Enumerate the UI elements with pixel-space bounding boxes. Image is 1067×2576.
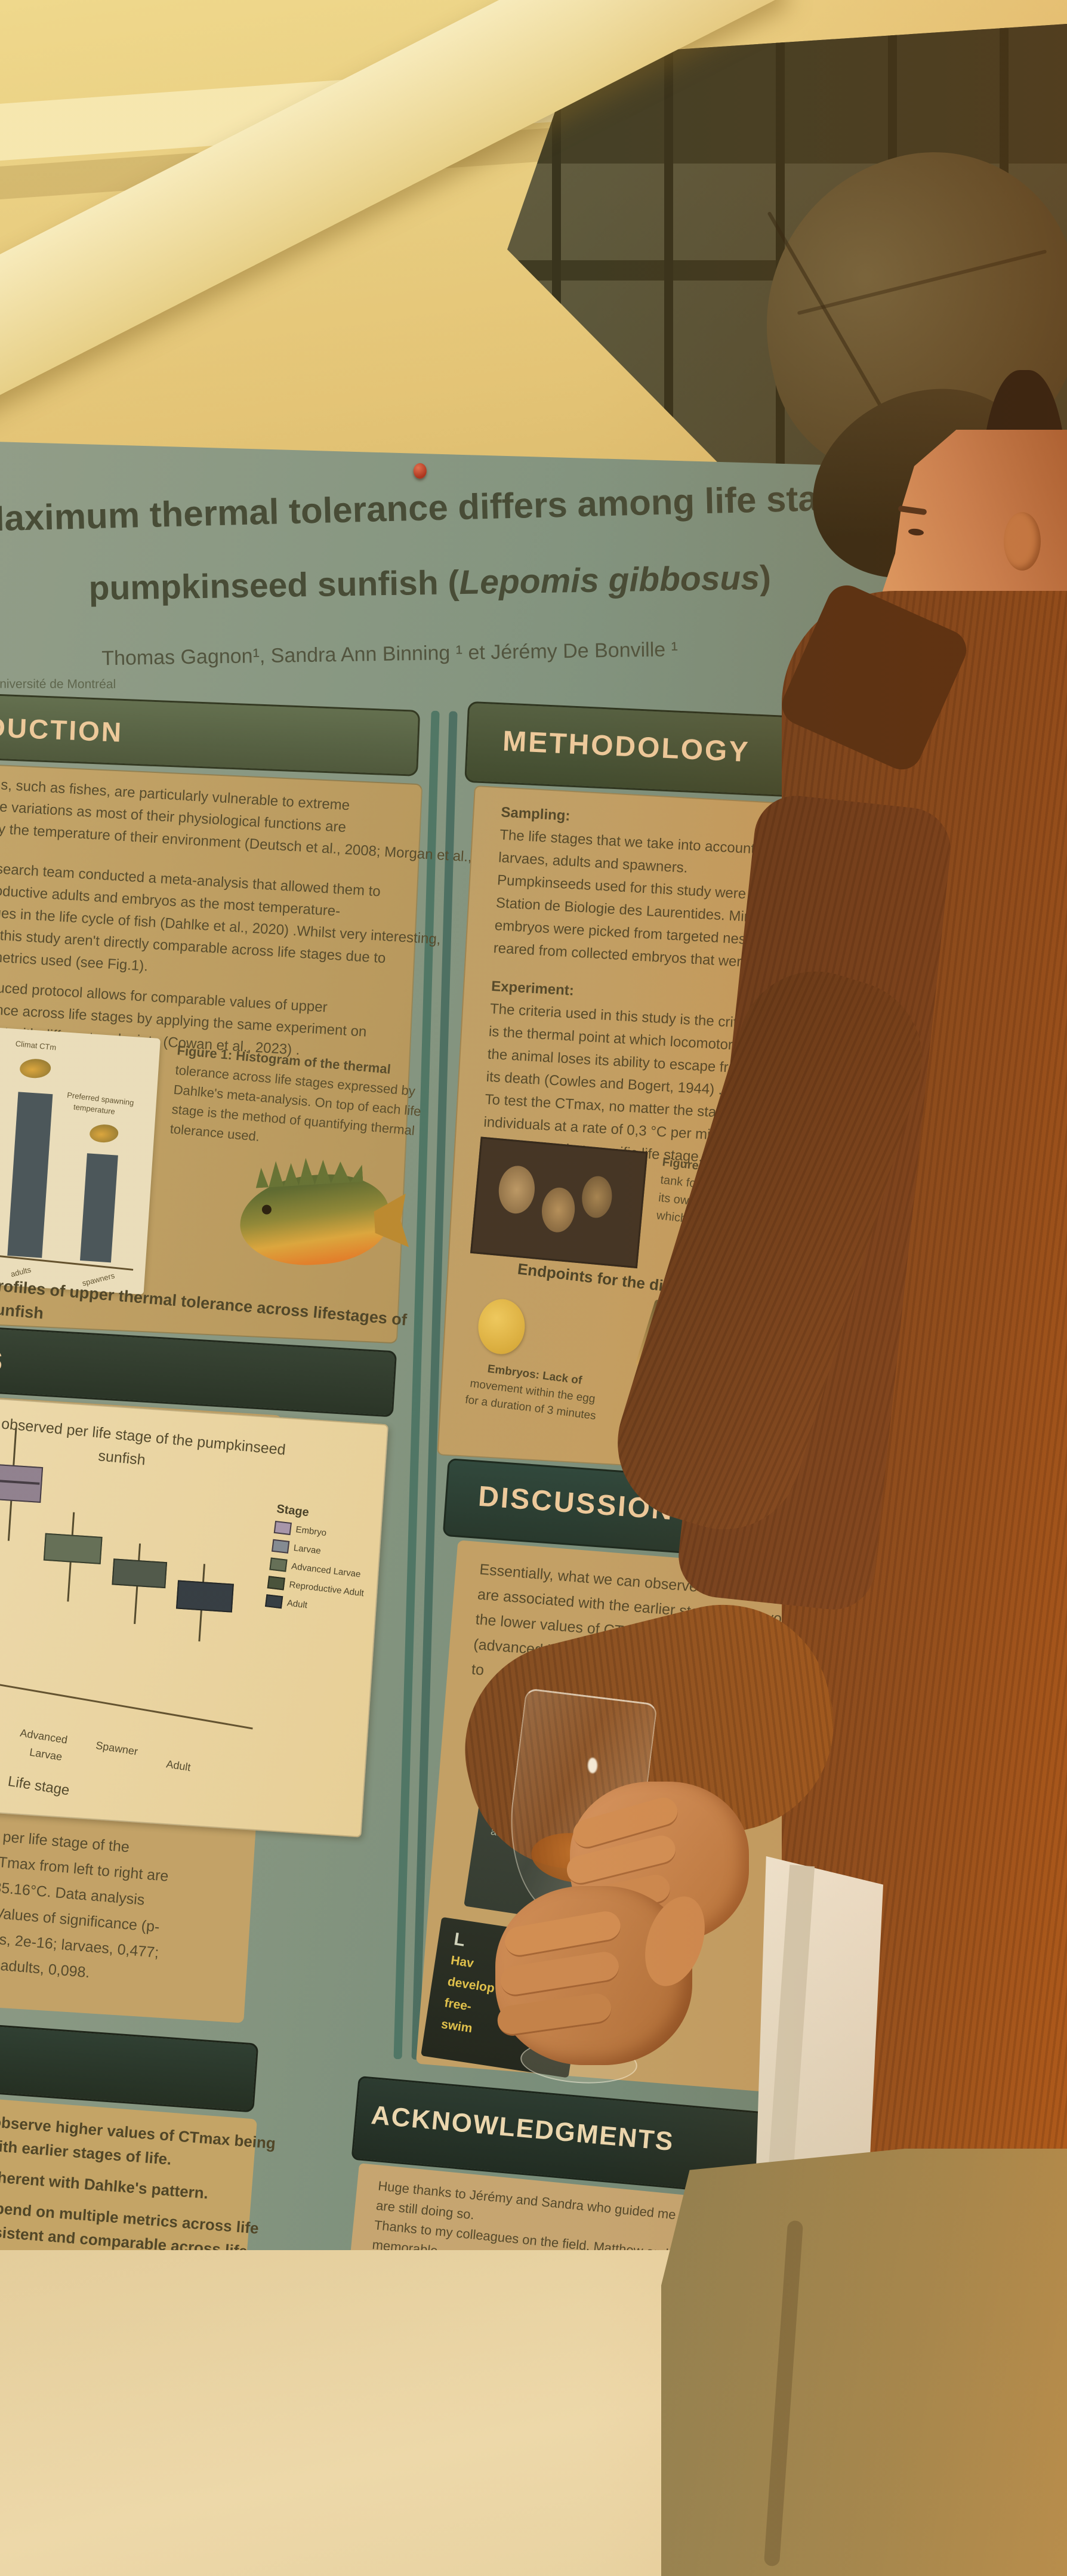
university-fragment-1: Un bbox=[887, 663, 917, 689]
figure2-egg-blob bbox=[497, 1164, 537, 1215]
fig1-bar bbox=[80, 1153, 118, 1263]
legend-label: Larvae bbox=[293, 1542, 322, 1557]
introduction-content-box: s, such as fishes, are particularly vuln… bbox=[0, 759, 473, 1344]
legend-swatch-adult bbox=[265, 1594, 283, 1609]
university-fragment-2: d bbox=[918, 699, 931, 723]
title-species: Lepomis gibbosus bbox=[458, 559, 760, 602]
legend-label: Adult bbox=[286, 1598, 308, 1611]
boxplot-xaxis-title: Life stage bbox=[7, 1773, 71, 1799]
boxplot-x-label: Larvae bbox=[29, 1746, 63, 1763]
boxplot-x-label: Advanced bbox=[19, 1727, 69, 1746]
discussion-panel-early-stages: Early Sta de fr swim at bbox=[464, 1711, 653, 1930]
methodology-content-box: Sampling: The life stages that we take i… bbox=[437, 785, 994, 1484]
legend-swatch-larvae bbox=[272, 1539, 290, 1554]
poster-authors: Thomas Gagnon¹, Sandra Ann Binning ¹ et … bbox=[101, 638, 679, 670]
acknowledgments-header-label: ACKNOWLEDGMENTS bbox=[370, 2100, 676, 2157]
fig1-bar bbox=[7, 1092, 53, 1258]
figure2-photo bbox=[470, 1136, 648, 1269]
larvae-endpoint-caption: Larvaes (left) and Advanced Larvaes (rig… bbox=[617, 1354, 839, 1450]
results-boxplot-figure: x observed per life stage of the pumpkin… bbox=[0, 1389, 389, 1838]
research-poster: Maximum thermal tolerance differs among … bbox=[0, 439, 1056, 2446]
boxplot-title-2: sunfish bbox=[97, 1447, 146, 1469]
adult-endpoint-fragment: A bbox=[856, 1364, 865, 1377]
methodology-header-label: METHODOLOGY bbox=[502, 725, 751, 769]
discussion-text: Essentially, what we can observe is that… bbox=[470, 1557, 956, 1720]
affiliation-fragment: de Sciences Biologiques, Université de M… bbox=[0, 677, 116, 691]
panel-line: at bbox=[489, 1825, 501, 1838]
introduction-header-label: INTRODUCTION bbox=[0, 708, 124, 748]
figure2-egg-blob bbox=[539, 1186, 577, 1234]
legend-label: Advanced Larvae bbox=[291, 1561, 362, 1580]
boxplot-box-advanced bbox=[43, 1533, 103, 1564]
boxplot-x-label: Adult bbox=[165, 1758, 192, 1774]
poster-title-line2: pumpkinseed sunfish (Lepomis gibbosus) bbox=[88, 556, 865, 608]
methodology-text: Sampling: The life stages that we take i… bbox=[482, 801, 979, 1183]
discussion-header-label: DISCUSSION bbox=[477, 1480, 676, 1527]
embryo-endpoint-image bbox=[476, 1298, 526, 1355]
panel-title: Early Sta bbox=[502, 1726, 578, 1757]
title-line2-pre: pumpkinseed sunfish ( bbox=[88, 563, 460, 608]
boxplot-x-label: Spawner bbox=[95, 1739, 139, 1758]
section-header-introduction: INTRODUCTION bbox=[0, 689, 421, 777]
boxplot-box-spawner bbox=[112, 1558, 168, 1589]
section-header-conclusion: CONCLUSION bbox=[0, 2013, 259, 2113]
legend-swatch-repro bbox=[267, 1576, 285, 1591]
window-rail bbox=[507, 260, 1067, 281]
legend-swatch-embryo bbox=[273, 1520, 292, 1536]
title-line2-post: ) bbox=[759, 558, 772, 597]
figure2-egg-blob bbox=[580, 1175, 614, 1219]
discussion-content-box: Essentially, what we can observe is that… bbox=[415, 1540, 975, 2106]
legend-label: Reproductive Adult bbox=[288, 1579, 365, 1599]
boxplot-legend: Stage Embryo Larvae Advanced Larvae Repr… bbox=[265, 1502, 374, 1618]
sunfish-photo bbox=[230, 1140, 411, 1287]
discussion-panel-later-stages: L Hav develop free- swim bbox=[421, 1916, 590, 2078]
results-header-label: RESULTS bbox=[0, 1338, 5, 1377]
embryo-endpoint-caption: Embryos: Lack of movement within the egg… bbox=[446, 1357, 618, 1427]
poster-title-line1: Maximum thermal tolerance differs among … bbox=[0, 478, 819, 539]
boxplot-axis-line bbox=[0, 1672, 253, 1730]
legend-swatch-advanced bbox=[269, 1557, 288, 1572]
floor bbox=[0, 2250, 746, 2576]
figure1-chart-box: Climat CTm Preferred spawning temperatur… bbox=[0, 1023, 161, 1295]
pushpin bbox=[413, 463, 427, 479]
legend-label: Embryo bbox=[295, 1524, 328, 1539]
boxplot-box-adult bbox=[175, 1580, 234, 1613]
fig1-fish-icon bbox=[19, 1058, 51, 1079]
introduction-text: s, such as fishes, are particularly vuln… bbox=[0, 774, 473, 1067]
fig1-fish-icon bbox=[89, 1124, 119, 1143]
fig1-bar2-label: Climat CTm bbox=[15, 1039, 57, 1052]
endpoints-heading: Endpoints for the different stages bbox=[516, 1259, 766, 1307]
